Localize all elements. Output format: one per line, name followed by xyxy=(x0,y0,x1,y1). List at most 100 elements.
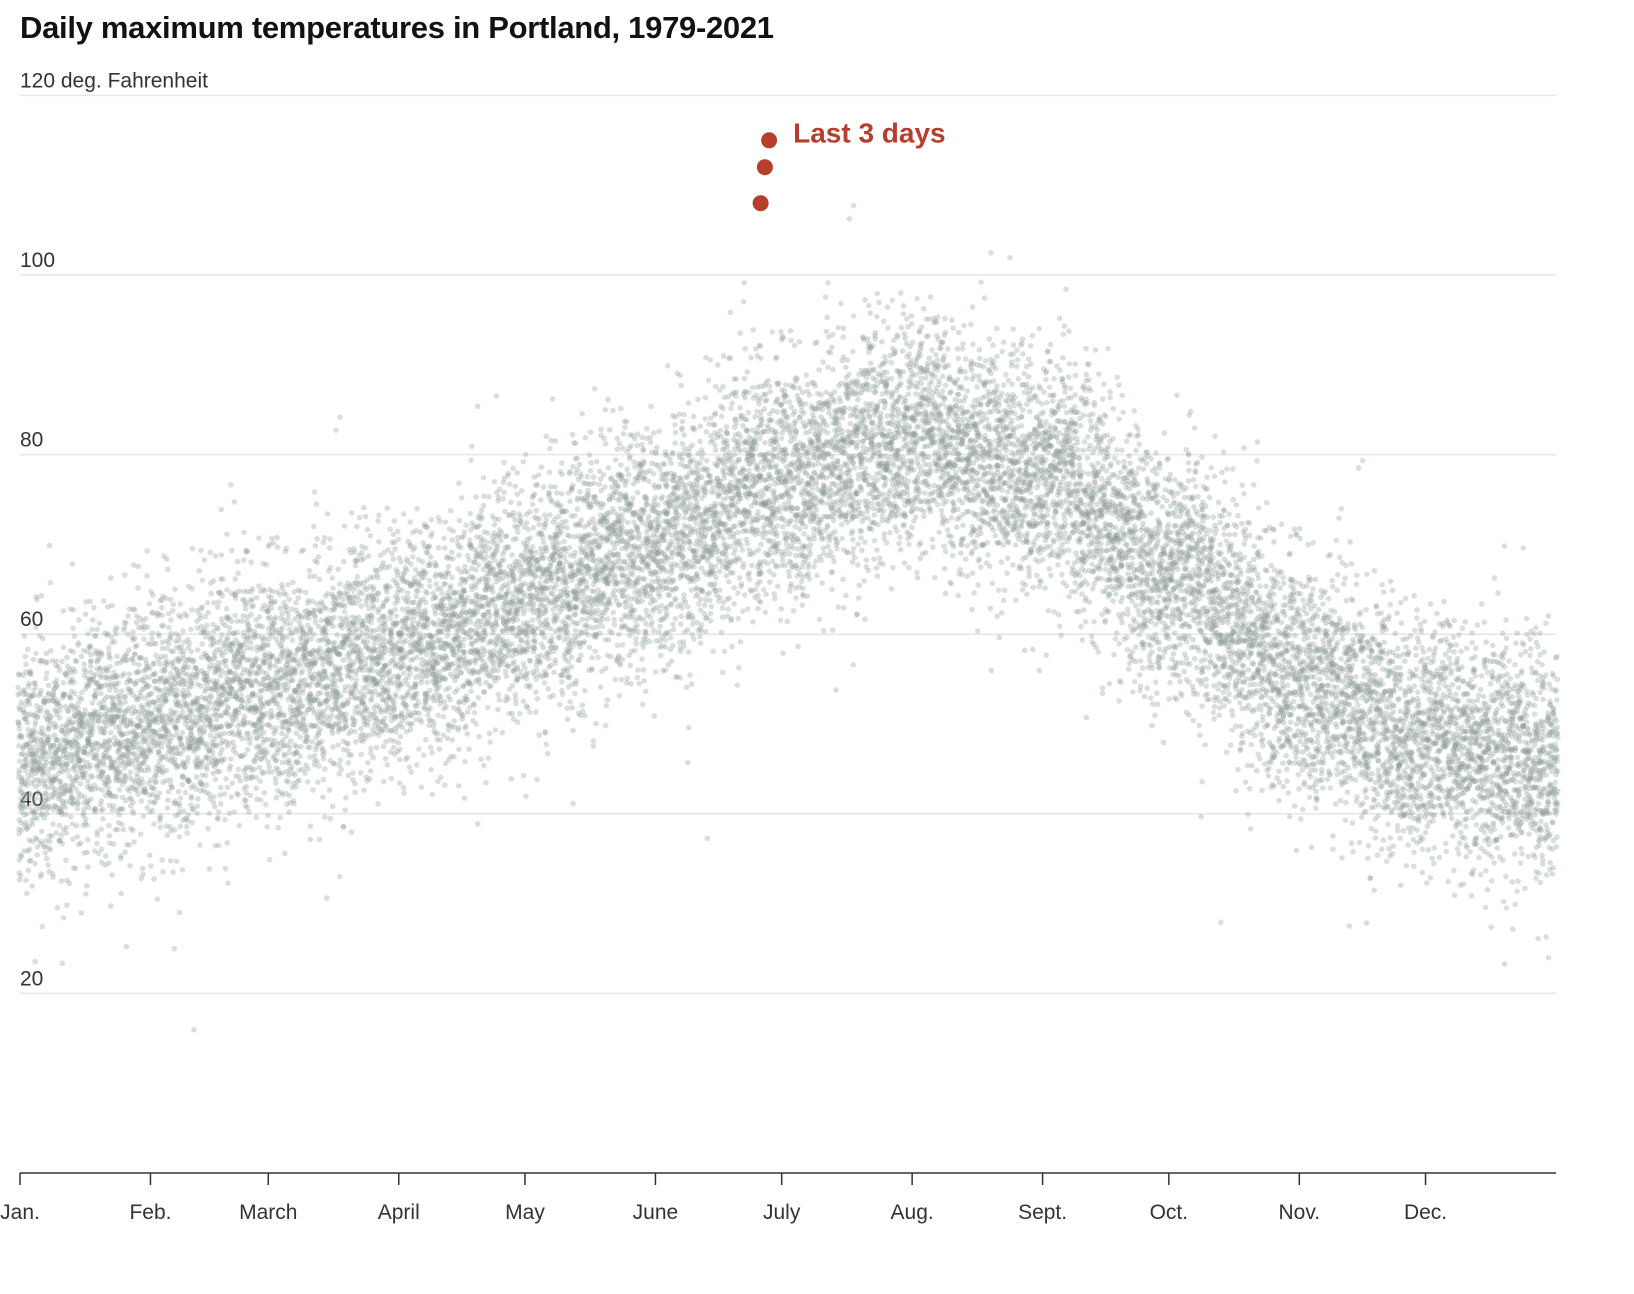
data-point xyxy=(88,731,95,738)
data-point xyxy=(180,664,187,671)
data-point xyxy=(198,683,204,689)
data-point xyxy=(62,765,68,771)
data-point xyxy=(70,648,77,655)
data-point xyxy=(32,684,39,690)
data-point xyxy=(68,751,74,758)
data-point xyxy=(41,815,48,821)
data-point xyxy=(297,697,304,703)
data-point xyxy=(256,583,262,589)
data-point xyxy=(32,722,38,728)
data-point xyxy=(468,633,475,640)
data-point xyxy=(60,803,66,809)
data-point xyxy=(224,784,231,791)
data-point xyxy=(123,943,130,950)
data-point xyxy=(73,822,80,829)
data-point xyxy=(352,789,358,796)
data-point xyxy=(106,822,112,829)
data-point xyxy=(189,545,196,552)
data-point xyxy=(24,742,31,748)
data-point xyxy=(51,789,57,796)
data-point xyxy=(22,820,29,826)
y-tick-label: 60 xyxy=(20,608,43,631)
data-point xyxy=(34,703,40,709)
data-point xyxy=(447,583,454,589)
data-point xyxy=(138,718,145,724)
data-point xyxy=(468,688,474,694)
data-point xyxy=(129,751,136,757)
data-point xyxy=(441,602,447,609)
data-point xyxy=(210,749,216,755)
data-point xyxy=(244,548,250,554)
data-point xyxy=(46,776,52,783)
data-point xyxy=(265,759,272,765)
data-point xyxy=(184,690,191,696)
data-point xyxy=(478,538,484,544)
data-point xyxy=(24,697,30,704)
data-point xyxy=(340,640,346,647)
data-point xyxy=(475,562,482,568)
data-point xyxy=(297,662,304,668)
data-point xyxy=(167,739,173,745)
data-point xyxy=(386,563,393,570)
data-point xyxy=(307,744,313,751)
data-point xyxy=(18,809,25,815)
data-point xyxy=(146,683,152,690)
data-point xyxy=(265,812,271,819)
data-point xyxy=(415,640,422,646)
data-point xyxy=(361,787,367,793)
data-point xyxy=(356,634,363,640)
data-point xyxy=(88,796,94,803)
data-point xyxy=(105,645,112,651)
data-point xyxy=(193,745,200,752)
data-point xyxy=(428,516,435,523)
data-point xyxy=(334,632,340,638)
data-point xyxy=(109,872,115,878)
data-point xyxy=(221,688,228,695)
data-point xyxy=(18,820,25,826)
data-point xyxy=(114,625,120,631)
data-point xyxy=(444,554,451,560)
data-point xyxy=(222,658,228,664)
data-point xyxy=(150,592,156,598)
data-point xyxy=(77,765,84,771)
data-point xyxy=(216,663,222,669)
data-point xyxy=(277,666,283,673)
data-point xyxy=(44,716,51,723)
data-point xyxy=(224,840,230,846)
data-point xyxy=(404,754,411,761)
data-point xyxy=(22,767,29,774)
data-point xyxy=(120,827,127,833)
data-point xyxy=(114,653,120,660)
data-point xyxy=(36,745,43,752)
data-point xyxy=(76,718,83,724)
data-point xyxy=(221,699,228,706)
data-point xyxy=(64,737,71,744)
data-point xyxy=(400,670,407,676)
data-point xyxy=(75,841,82,848)
data-point xyxy=(119,732,125,738)
data-point xyxy=(196,568,203,574)
data-point xyxy=(21,781,28,788)
data-point xyxy=(70,737,76,744)
data-point xyxy=(167,858,174,864)
data-point xyxy=(84,648,91,655)
data-point xyxy=(90,711,96,717)
data-point xyxy=(456,517,463,524)
data-point xyxy=(21,709,27,716)
data-point xyxy=(46,845,52,851)
data-point xyxy=(29,693,35,700)
data-point xyxy=(427,705,433,711)
data-point xyxy=(184,776,191,783)
data-point xyxy=(331,761,337,767)
data-point xyxy=(47,718,54,725)
data-point xyxy=(43,759,50,766)
data-point xyxy=(32,752,38,758)
data-point xyxy=(45,682,52,689)
data-point xyxy=(24,782,30,789)
data-point xyxy=(45,726,51,733)
data-point xyxy=(238,699,245,705)
data-point xyxy=(159,612,165,618)
data-point xyxy=(43,660,49,666)
data-point xyxy=(491,478,498,485)
data-point xyxy=(100,816,106,822)
